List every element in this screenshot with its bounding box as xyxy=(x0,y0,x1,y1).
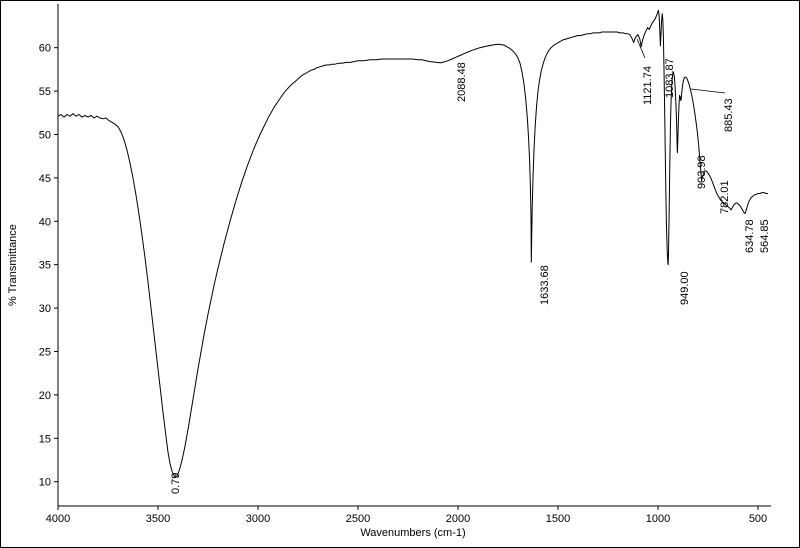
y-tick-label: 45 xyxy=(39,173,51,185)
peak-label: 2088.48 xyxy=(456,62,468,102)
peak-label: 1121.74 xyxy=(642,66,654,105)
peak-label: 885.43 xyxy=(723,98,735,132)
y-tick-label: 35 xyxy=(39,260,51,272)
x-axis-title: Wavenumbers (cm-1) xyxy=(360,527,466,539)
x-tick-label: 500 xyxy=(749,513,767,525)
y-tick-label: 15 xyxy=(39,433,51,445)
x-tick-label: 2000 xyxy=(446,513,470,525)
x-tick-label: 1000 xyxy=(646,513,670,525)
y-tick-label: 55 xyxy=(39,86,51,98)
y-tick-label: 60 xyxy=(39,43,51,55)
peak-label: 949.00 xyxy=(679,271,691,305)
peak-label: 564.85 xyxy=(759,219,771,253)
y-tick-label: 10 xyxy=(39,477,51,489)
peak-leader-line xyxy=(636,38,646,59)
x-tick-label: 3500 xyxy=(146,513,170,525)
x-tick-label: 3000 xyxy=(246,513,270,525)
peak-label: 782.01 xyxy=(719,180,731,214)
x-tick-label: 1500 xyxy=(546,513,570,525)
peak-label: 1633.68 xyxy=(539,265,551,305)
peak-leader-line xyxy=(690,88,726,94)
x-tick-label: 4000 xyxy=(46,513,70,525)
y-tick-label: 50 xyxy=(39,129,51,141)
peak-label: 0.79 xyxy=(170,473,182,494)
y-tick-label: 30 xyxy=(39,303,51,315)
y-tick-label: 40 xyxy=(39,216,51,228)
x-tick-label: 2500 xyxy=(346,513,370,525)
peak-label: 903.98 xyxy=(696,155,708,189)
peak-label: 1083.87 xyxy=(664,58,676,98)
spectrum-curve xyxy=(57,9,768,478)
y-axis-title: % Transmittance xyxy=(7,224,19,306)
peak-label: 634.78 xyxy=(744,219,756,253)
y-tick-label: 25 xyxy=(39,346,51,358)
y-tick-label: 20 xyxy=(39,390,51,402)
